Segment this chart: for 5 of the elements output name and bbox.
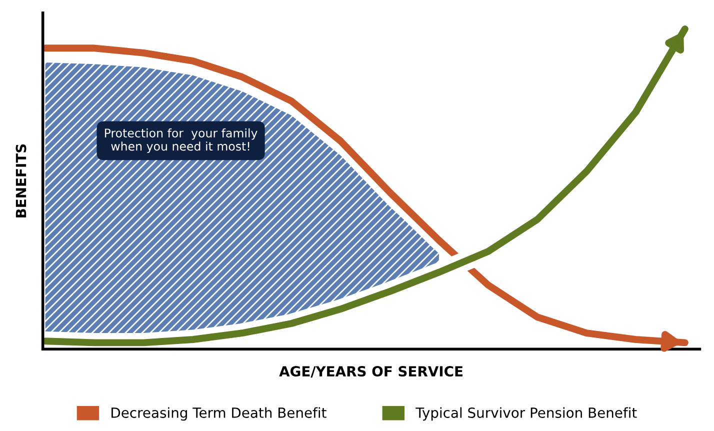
legend-label: Typical Survivor Pension Benefit [416,407,637,421]
legend-label: Decreasing Term Death Benefit [112,407,326,421]
x-axis-title: AGE/YEARS OF SERVICE [279,366,462,378]
annotation: Protection for your family when you need it most! [104,128,258,153]
y-axis-title: BENEFITS [16,144,26,218]
